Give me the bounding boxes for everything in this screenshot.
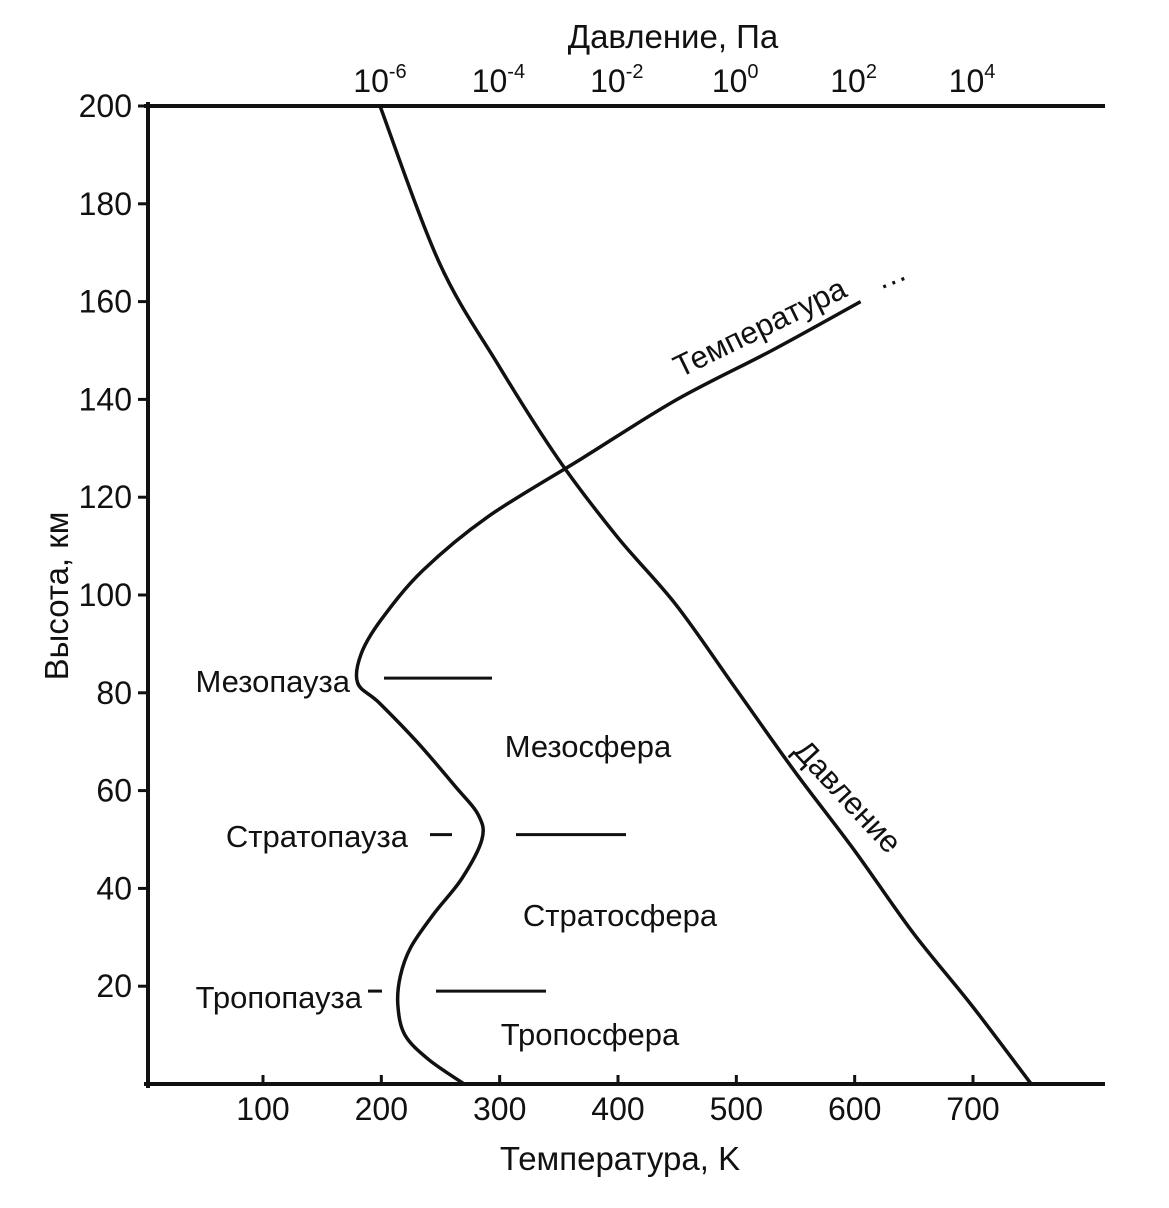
x2-tick-label: 102 (830, 61, 877, 99)
x-tick-label: 700 (946, 1091, 999, 1127)
x-axis-title: Температура, K (500, 1140, 740, 1177)
y-tick-label: 80 (96, 675, 132, 711)
x-tick-label: 400 (591, 1091, 644, 1127)
x-tick-label: 500 (710, 1091, 763, 1127)
temperature-curve (354, 300, 862, 1086)
chart-labels: 20 40 60 80 100 120 140 160 180 200 100 200 300 400 50… (38, 18, 1000, 1177)
x2-tick-label: 10-6 (353, 61, 406, 99)
region-mesosphere: Мезосфера (505, 729, 672, 764)
x-tick-label: 200 (355, 1091, 408, 1127)
temperature-curve-label: Температура (668, 270, 853, 384)
axes-frame (144, 102, 1105, 1088)
curves (354, 105, 1033, 1086)
y-tick-label: 60 (96, 773, 132, 809)
y-tick-label: 200 (79, 88, 132, 124)
x2-tick-label: 104 (949, 61, 996, 99)
stratopause-label: Стратопауза (226, 819, 409, 854)
y-tick-label: 20 (96, 968, 132, 1004)
pressure-curve (378, 105, 1033, 1086)
y-tick-label: 140 (79, 381, 132, 417)
y-tick-label: 160 (79, 284, 132, 320)
y-tick-label: 120 (79, 479, 132, 515)
tropopause-label: Тропопауза (196, 980, 363, 1015)
x2-axis-title: Давление, Па (568, 18, 779, 55)
x2-tick-label: 10-2 (590, 61, 643, 99)
y-tick-label: 180 (79, 186, 132, 222)
x2-tick-label: 100 (712, 61, 759, 99)
y-axis-title: Высота, км (38, 512, 75, 681)
x-tick-label: 600 (828, 1091, 881, 1127)
x-tick-label: 300 (473, 1091, 526, 1127)
x2-tick-label: 10-4 (472, 61, 525, 99)
temperature-extrapolation-dots: … (870, 252, 912, 296)
tick-marks (138, 104, 975, 1084)
y-tick-label: 40 (96, 870, 132, 906)
x-tick-label: 100 (236, 1091, 289, 1127)
y-tick-label: 100 (79, 577, 132, 613)
region-troposphere: Тропосфера (501, 1017, 680, 1052)
region-stratosphere: Стратосфера (523, 898, 718, 933)
mesopause-label: Мезопауза (196, 664, 351, 699)
